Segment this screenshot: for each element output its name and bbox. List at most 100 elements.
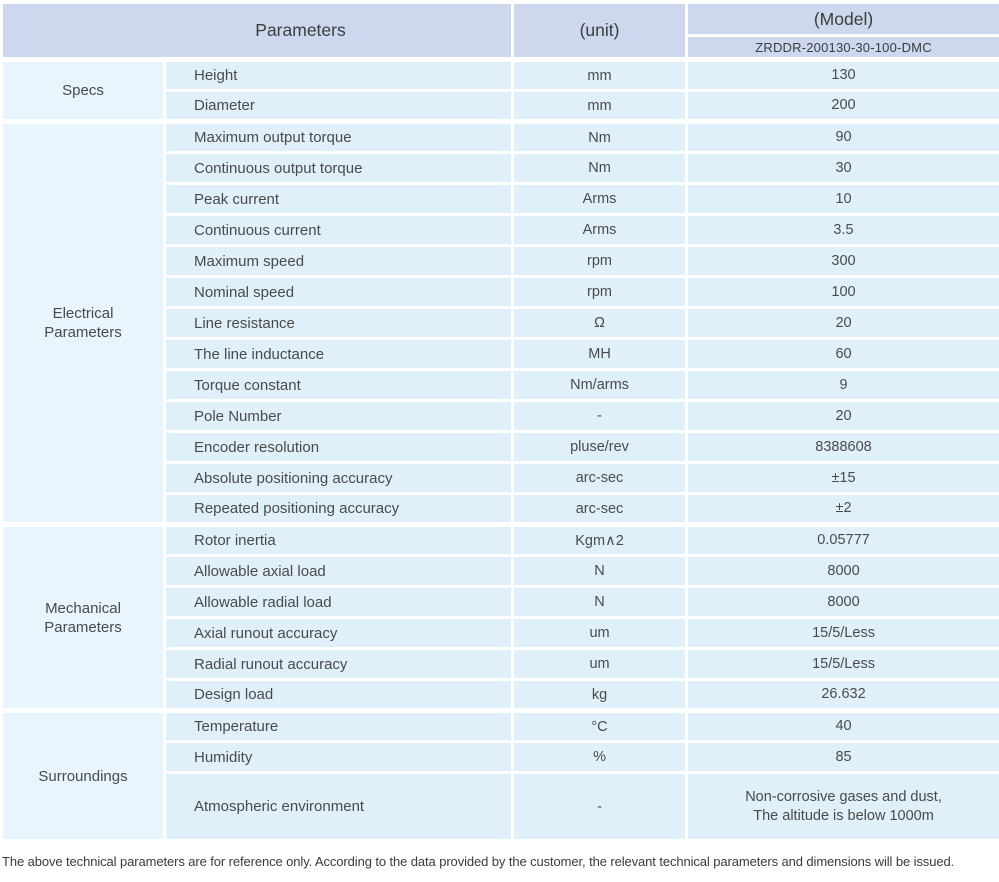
param-name: Radial runout accuracy — [162, 647, 515, 681]
table-row: Maximum speed rpm 300 — [2, 244, 999, 278]
param-name: Continuous current — [162, 213, 515, 247]
table-row: Continuous current Arms 3.5 — [2, 213, 999, 247]
param-name: Allowable axial load — [162, 554, 515, 588]
param-unit: arc-sec — [511, 461, 689, 495]
table-row: Allowable radial load N 8000 — [2, 585, 999, 619]
param-value: 10 — [685, 182, 999, 216]
header-model: (Model) — [685, 1, 999, 37]
table-row: Mechanical Parameters Rotor inertia Kgm∧… — [0, 522, 999, 712]
param-unit: Kgm∧2 — [511, 522, 689, 557]
category-specs: Specs — [0, 57, 166, 123]
param-value: 40 — [685, 708, 999, 743]
param-unit: rpm — [511, 275, 689, 309]
param-value: 200 — [685, 89, 999, 123]
param-unit: % — [511, 740, 689, 774]
header-model-number: ZRDDR-200130-30-100-DMC — [685, 34, 999, 61]
param-value: ±2 — [685, 492, 999, 526]
table-row: Encoder resolution pluse/rev 8388608 — [2, 430, 999, 464]
param-value: 20 — [685, 399, 999, 433]
table-row: Surroundings Temperature °C 40 — [0, 708, 999, 842]
param-name: Maximum output torque — [162, 119, 515, 154]
param-unit: Ω — [511, 306, 689, 340]
param-value: 8000 — [685, 554, 999, 588]
param-name: Allowable radial load — [162, 585, 515, 619]
table-row: Axial runout accuracy um 15/5/Less — [2, 616, 999, 650]
param-name: Atmospheric environment — [162, 771, 515, 842]
table-row: Nominal speed rpm 100 — [2, 275, 999, 309]
param-unit: Nm/arms — [511, 368, 689, 402]
param-unit: - — [511, 399, 689, 433]
param-name: Nominal speed — [162, 275, 515, 309]
table-row: Peak current Arms 10 — [2, 182, 999, 216]
param-value: 15/5/Less — [685, 616, 999, 650]
param-unit: °C — [511, 708, 689, 743]
category-mechanical-parameters: Mechanical Parameters — [0, 522, 166, 712]
param-value: 0.05777 — [685, 522, 999, 557]
table-row: Diameter mm 200 — [2, 89, 999, 123]
param-name: Pole Number — [162, 399, 515, 433]
param-unit: Nm — [511, 119, 689, 154]
param-value: 85 — [685, 740, 999, 774]
param-value: 15/5/Less — [685, 647, 999, 681]
table-row: Specs Height mm 130 — [0, 57, 999, 123]
category-electrical-parameters: Electrical Parameters — [0, 119, 166, 526]
param-value: 3.5 — [685, 213, 999, 247]
footer-disclaimer: The above technical parameters are for r… — [2, 854, 955, 869]
table-row: Absolute positioning accuracy arc-sec ±1… — [2, 461, 999, 495]
table-row: Allowable axial load N 8000 — [2, 554, 999, 588]
table-row: Repeated positioning accuracy arc-sec ±2 — [2, 492, 999, 526]
spec-table: Parameters (unit) (Model) ZRDDR-200130-3… — [0, 1, 999, 842]
param-unit: Arms — [511, 182, 689, 216]
table-header: Parameters (unit) (Model) ZRDDR-200130-3… — [0, 1, 999, 61]
table-row: The line inductance MH 60 — [2, 337, 999, 371]
table-row: Atmospheric environment - Non-corrosive … — [2, 771, 999, 842]
param-value: 26.632 — [685, 678, 999, 712]
table-row: Torque constant Nm/arms 9 — [2, 368, 999, 402]
table-row: Electrical Parameters Maximum output tor… — [0, 119, 999, 526]
param-name: Encoder resolution — [162, 430, 515, 464]
param-value: 60 — [685, 337, 999, 371]
param-unit: arc-sec — [511, 492, 689, 526]
param-name: Peak current — [162, 182, 515, 216]
param-name: Temperature — [162, 708, 515, 743]
table-row: Pole Number - 20 — [2, 399, 999, 433]
table-row: Humidity % 85 — [2, 740, 999, 774]
param-unit: um — [511, 616, 689, 650]
param-unit: rpm — [511, 244, 689, 278]
param-value: 130 — [685, 57, 999, 92]
param-unit: Nm — [511, 151, 689, 185]
param-value: 9 — [685, 368, 999, 402]
header-parameters: Parameters — [0, 1, 515, 61]
param-name: Line resistance — [162, 306, 515, 340]
param-name: The line inductance — [162, 337, 515, 371]
table-row: Continuous output torque Nm 30 — [2, 151, 999, 185]
param-name: Maximum speed — [162, 244, 515, 278]
param-value: 90 — [685, 119, 999, 154]
param-value: 100 — [685, 275, 999, 309]
table-body: Specs Height mm 130 Diameter mm 200 Elec… — [0, 57, 999, 842]
param-unit: MH — [511, 337, 689, 371]
table-row: Radial runout accuracy um 15/5/Less — [2, 647, 999, 681]
category-surroundings: Surroundings — [0, 708, 166, 842]
table-row: Design load kg 26.632 — [2, 678, 999, 712]
param-unit: um — [511, 647, 689, 681]
param-value: 300 — [685, 244, 999, 278]
param-value: 8388608 — [685, 430, 999, 464]
param-unit: N — [511, 554, 689, 588]
param-unit: mm — [511, 89, 689, 123]
param-value: 8000 — [685, 585, 999, 619]
header-row: Parameters (unit) (Model) — [0, 1, 999, 61]
param-value: ±15 — [685, 461, 999, 495]
param-name: Diameter — [162, 89, 515, 123]
param-name: Absolute positioning accuracy — [162, 461, 515, 495]
param-value: Non-corrosive gases and dust, The altitu… — [685, 771, 999, 842]
param-unit: N — [511, 585, 689, 619]
param-name: Rotor inertia — [162, 522, 515, 557]
param-unit: - — [511, 771, 689, 842]
param-name: Axial runout accuracy — [162, 616, 515, 650]
param-value: 30 — [685, 151, 999, 185]
param-unit: pluse/rev — [511, 430, 689, 464]
param-unit: mm — [511, 57, 689, 92]
param-value: 20 — [685, 306, 999, 340]
header-subrow: ZRDDR-200130-30-100-DMC — [2, 34, 999, 61]
